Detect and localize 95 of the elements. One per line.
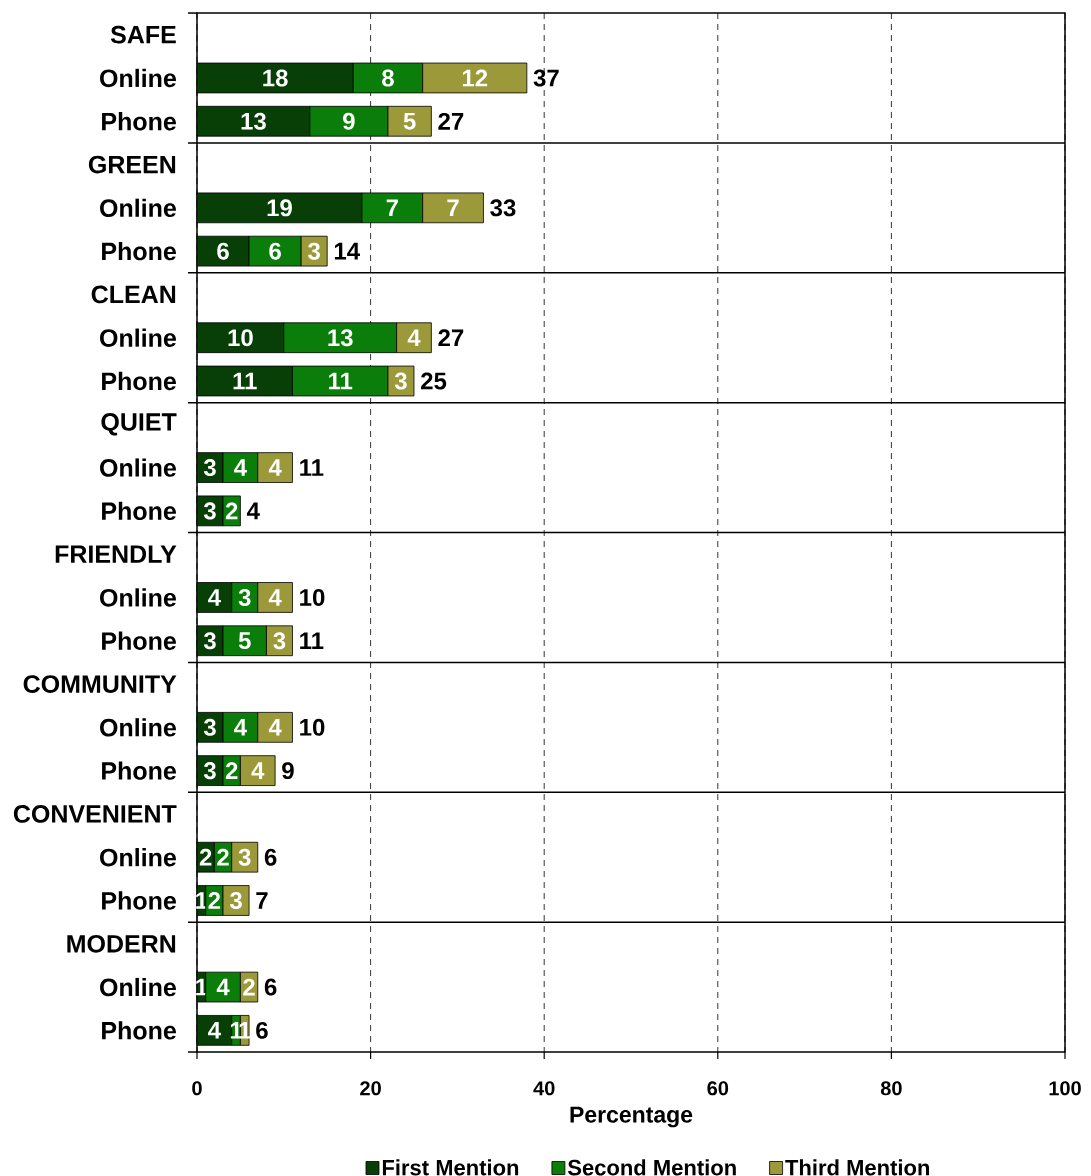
y-tick-label: Phone	[102, 371, 176, 391]
y-tick-label: QUIET	[101, 413, 177, 436]
y-tick-label: Online	[100, 718, 176, 737]
data-label: 8	[382, 69, 394, 87]
data-label: 4	[268, 459, 282, 476]
x-tick-label: 60	[707, 1081, 729, 1096]
data-label: 3	[203, 632, 216, 650]
total-label: 27	[438, 112, 464, 130]
y-tick-label: CONVENIENT	[13, 805, 177, 823]
total-label: 6	[256, 1021, 268, 1039]
data-label: 11	[329, 372, 353, 390]
x-tick-label: 20	[360, 1081, 381, 1096]
y-tick-label: Online	[100, 458, 176, 477]
data-label: 7	[447, 199, 459, 217]
data-label: 3	[238, 588, 251, 606]
data-label: 10	[228, 329, 253, 347]
y-tick-label: Online	[100, 68, 176, 88]
data-label: 3	[203, 502, 216, 520]
x-tick-label: 100	[1049, 1081, 1081, 1096]
data-label: 19	[267, 199, 292, 217]
data-label: 3	[308, 242, 320, 260]
x-axis-title: Percentage	[570, 1106, 693, 1128]
data-label: 2	[243, 978, 255, 996]
data-label: 4	[268, 589, 282, 606]
data-label: 2	[208, 892, 221, 909]
data-label: 4	[251, 762, 265, 779]
total-label: 6	[264, 978, 277, 996]
data-label: 4	[268, 719, 282, 736]
data-label: 4	[234, 719, 247, 736]
total-label: 25	[421, 372, 447, 390]
data-label: 13	[241, 112, 266, 130]
data-label: 1	[196, 978, 208, 996]
y-tick-label: Online	[100, 977, 176, 997]
data-label: 2	[225, 502, 238, 520]
data-label: 3	[273, 632, 286, 650]
data-label: 3	[238, 848, 251, 866]
legend-label: Second Mention	[567, 1159, 736, 1176]
data-label: 3	[203, 762, 216, 780]
data-label: 12	[462, 69, 488, 87]
y-tick-label: Online	[100, 328, 176, 347]
y-tick-label: COMMUNITY	[23, 675, 177, 693]
x-tick-label: 0	[192, 1081, 202, 1096]
data-label: 18	[263, 69, 288, 87]
y-tick-label: Phone	[102, 112, 176, 131]
y-tick-label: Phone	[102, 1021, 176, 1040]
y-tick-label: Online	[100, 198, 176, 218]
data-label: 7	[386, 199, 398, 217]
data-label: 1	[196, 892, 208, 909]
total-label: 7	[256, 892, 268, 909]
total-label: 9	[282, 762, 294, 780]
y-tick-label: Phone	[102, 891, 176, 910]
data-label: 4	[407, 329, 421, 346]
y-tick-label: CLEAN	[91, 285, 176, 304]
data-label: 4	[234, 459, 247, 476]
total-label: 6	[264, 848, 277, 866]
data-label: 4	[216, 978, 230, 996]
data-label: 2	[225, 762, 238, 779]
data-label: 9	[343, 112, 355, 130]
total-label: 4	[246, 502, 260, 520]
y-tick-label: Phone	[102, 241, 176, 261]
data-label: 3	[394, 372, 407, 390]
y-tick-label: Phone	[102, 761, 176, 780]
total-label: 10	[300, 588, 325, 606]
y-tick-label: Online	[100, 848, 176, 867]
x-tick-label: 40	[533, 1081, 555, 1096]
y-tick-label: MODERN	[67, 934, 176, 953]
data-label: 6	[269, 242, 281, 260]
total-label: 14	[334, 242, 360, 260]
data-label: 3	[203, 459, 216, 477]
total-label: 11	[300, 632, 324, 650]
data-label: 3	[229, 891, 242, 910]
total-label: 37	[533, 69, 559, 87]
total-label: 33	[490, 199, 516, 217]
data-label: 11	[233, 372, 257, 390]
data-label: 5	[238, 632, 251, 650]
y-tick-label: GREEN	[88, 155, 176, 174]
y-tick-label: FRIENDLY	[55, 545, 177, 563]
data-label: 4	[208, 589, 221, 606]
total-label: 27	[438, 329, 464, 347]
data-label: 2	[217, 848, 229, 866]
y-tick-label: SAFE	[110, 25, 176, 44]
data-label: 5	[403, 112, 416, 130]
y-tick-label: Phone	[102, 501, 176, 521]
legend-label: First Mention	[382, 1159, 519, 1176]
data-label: 3	[203, 718, 216, 736]
y-tick-label: Phone	[102, 631, 176, 650]
x-tick-label: 80	[880, 1081, 902, 1096]
y-tick-label: Online	[100, 588, 176, 607]
data-label: 13	[328, 329, 353, 347]
total-label: 10	[300, 718, 325, 736]
legend-label: Third Mention	[785, 1159, 930, 1176]
data-label: 6	[217, 242, 229, 260]
data-label: 2	[199, 848, 212, 866]
data-label: 4	[208, 1022, 221, 1039]
total-label: 11	[300, 459, 324, 476]
